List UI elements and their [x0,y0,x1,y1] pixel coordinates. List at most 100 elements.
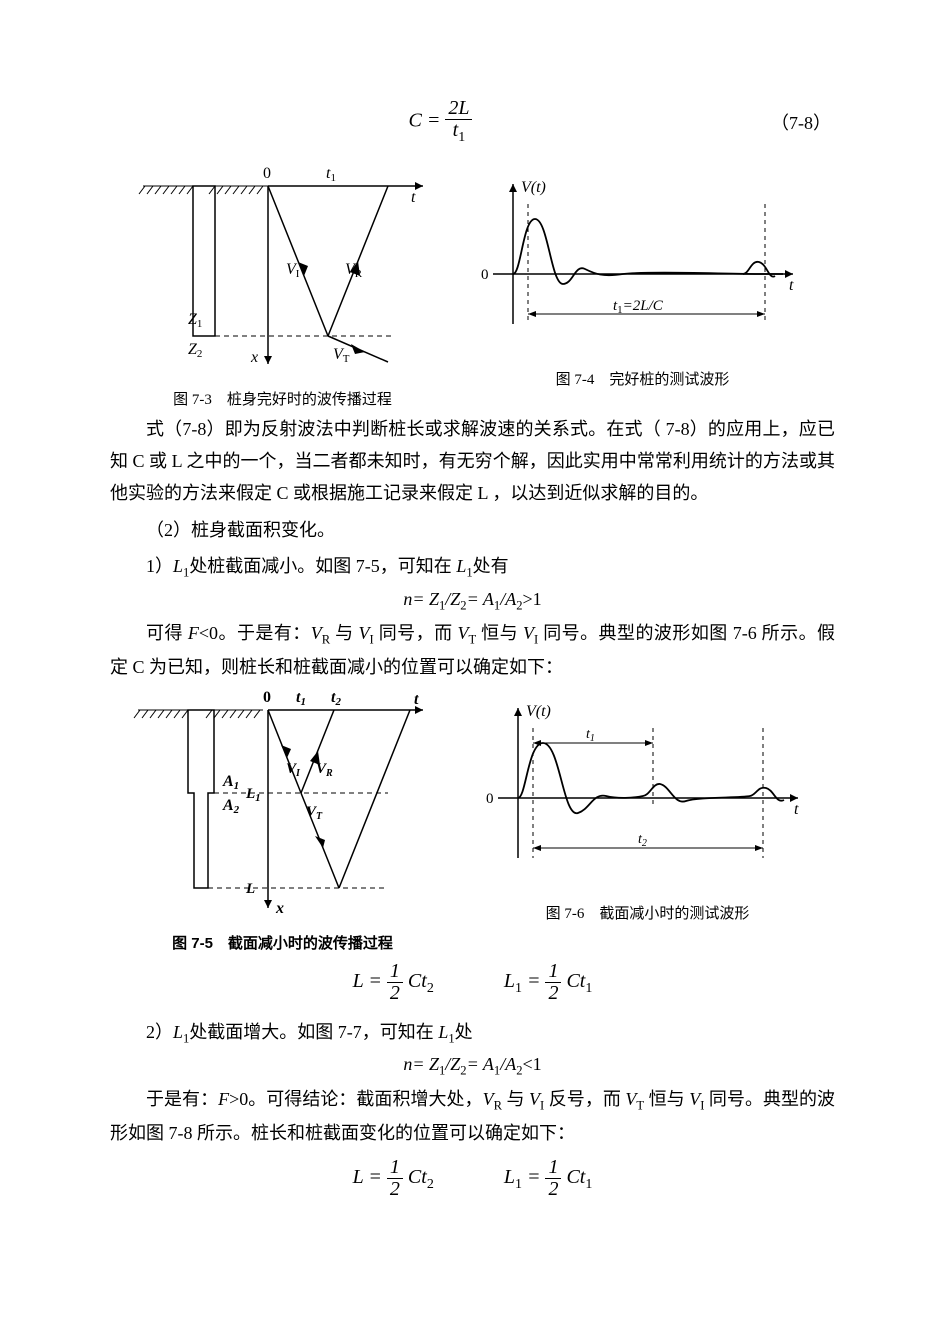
ep2-L1s: 1 [515,1177,522,1192]
figure-7-5-caption: 图 7-5 截面减小时的波传播过程 [128,932,438,953]
eq78-frac: 22LL t1 [445,98,472,146]
para-4: 可得 F<0。于是有：VR 与 VI 同号，而 VT 恒与 VI 同号。典型的波… [110,617,835,684]
para-1-text: 式（7-8）即为反射波法中判断桩长或求解波速的关系式。在式（ 7-8）的应用上，… [110,419,835,504]
centered-eq-2: n= Z1/Z2= A1/A2<1 [110,1054,835,1079]
figure-7-5: 0 t1 t2 t A1 A2 L1 L x VI VR VT 图 7-5 截面… [128,688,438,953]
ep2-eq1: = [368,1166,387,1188]
svg-text:t: t [794,801,799,818]
svg-text:t: t [414,691,419,708]
p4e: 恒与 [476,623,523,643]
equation-pair-2: L = 12 Ct2 L1 = 12 Ct1 [110,1157,835,1200]
figure-row-2: 0 t1 t2 t A1 A2 L1 L x VI VR VT 图 7-5 截面… [110,688,835,953]
c2-m3: /A [500,1054,516,1074]
p6e: 恒与 [644,1089,689,1109]
ep2-d2: 2 [545,1179,561,1200]
svg-text:V(t): V(t) [526,703,551,720]
para-6: 于是有：F>0。可得结论：截面积增大处，VR 与 VI 反号，而 VT 恒与 V… [110,1083,835,1150]
figure-7-4-svg: 0 V(t) t t1=2L/C [473,164,813,364]
p6b: >0。可得结论：截面积增大处， [229,1089,482,1109]
svg-text:t: t [789,277,794,294]
svg-text:Z1: Z1 [188,311,202,330]
para-1: 式（7-8）即为反射波法中判断桩长或求解波速的关系式。在式（ 7-8）的应用上，… [110,413,835,510]
svg-text:x: x [275,900,284,917]
p4d: 同号，而 [374,623,458,643]
svg-text:VR: VR [316,761,333,779]
figure-7-3-caption: 图 7-3 桩身完好时的波传播过程 [133,388,433,409]
p4-VT: V [458,623,469,643]
equation-7-8-number: （7-8） [771,109,835,135]
p4-F: F [188,623,199,643]
c2-pre: n= Z [403,1054,439,1074]
p5-end: 处 [455,1022,473,1042]
svg-text:VI: VI [286,261,300,280]
figure-7-6-svg: 0 V(t) t t1 t2 [478,688,818,898]
c2-m2: = A [467,1054,494,1074]
figure-7-6-caption: 图 7-6 截面减小时的测试波形 [478,902,818,923]
svg-text:0: 0 [486,791,494,807]
ep2-L: L [353,1166,364,1188]
c1-m2: = A [467,589,494,609]
svg-text:V(t): V(t) [521,179,546,196]
para3-pre: 1） [146,556,173,576]
svg-text:L: L [245,881,255,897]
svg-text:t: t [411,189,416,206]
equation-pair-1: L = 12 Ct2 L1 = 12 Ct1 [110,961,835,1004]
svg-text:t1: t1 [586,727,595,744]
ep1-n1: 1 [387,961,403,983]
svg-text:t1: t1 [296,689,306,708]
p6-VI: V [529,1089,540,1109]
ep2-n1: 1 [387,1157,403,1179]
p4-VI: V [359,623,370,643]
p5-mid: 处截面增大。如图 7-7，可知在 [189,1022,438,1042]
ep2-d1: 2 [387,1179,403,1200]
para-2-text: （2）桩身截面积变化。 [146,520,335,540]
p6-VRs: R [494,1098,502,1112]
p4b: <0。于是有： [199,623,311,643]
ep2-C2: C [566,1166,579,1188]
svg-text:L1: L1 [245,786,261,804]
svg-text:VI: VI [286,761,301,779]
svg-text:A2: A2 [222,797,240,816]
ep1-C2: C [566,970,579,992]
figure-7-4: 0 V(t) t t1=2L/C 图 7-4 完好桩的测试波形 [473,164,813,389]
p5-pre: 2） [146,1022,173,1042]
svg-text:0: 0 [263,689,271,706]
ep1-t2s: 2 [427,981,434,996]
ep1-eq1: = [368,970,387,992]
c2-tail: <1 [523,1054,542,1074]
ep1-L: L [353,970,364,992]
centered-eq-1: n= Z1/Z2= A1/A2>1 [110,589,835,614]
c1-pre: n= Z [403,589,439,609]
ep2-L1: L [504,1166,515,1188]
svg-text:VT: VT [333,346,350,365]
figure-7-4-caption: 图 7-4 完好桩的测试波形 [473,368,813,389]
figure-7-6: 0 V(t) t t1 t2 图 7-6 截面减小时的测试 [478,688,818,923]
c1-tail: >1 [523,589,542,609]
svg-text:x: x [250,349,258,366]
c2-m1: /Z [445,1054,460,1074]
svg-text:0: 0 [481,267,489,283]
figure-row-1: 0 t1 t VI VR VT Z1 Z2 x 图 7-3 桩身完好时的波传播过… [110,164,835,409]
eq78-den-sub: 1 [458,130,465,145]
page: C = 22LL t1 （7-8） [0,0,945,1337]
p5-L1b: L [438,1022,448,1042]
ep1-t1s: 1 [585,981,592,996]
ep2-n2: 1 [545,1157,561,1179]
eq78-lhs: C [409,109,422,131]
equation-7-8: C = 22LL t1 （7-8） [110,98,835,146]
ep1-L1: L [504,970,515,992]
para3-end: 处有 [473,556,509,576]
ep2-eq2: = [527,1166,546,1188]
figure-7-5-svg: 0 t1 t2 t A1 A2 L1 L x VI VR VT [128,688,438,928]
ep1-eq2: = [527,970,546,992]
c1-m1: /Z [445,589,460,609]
ep2-t1s: 1 [585,1177,592,1192]
svg-text:t2: t2 [331,689,341,708]
para-5: 2）L1处截面增大。如图 7-7，可知在 L1处 [110,1016,835,1050]
p6a: 于是有： [146,1089,218,1109]
p4-VI2: V [523,623,534,643]
svg-text:t2: t2 [638,832,647,849]
figure-7-3: 0 t1 t VI VR VT Z1 Z2 x 图 7-3 桩身完好时的波传播过… [133,164,433,409]
para3-mid: 处桩截面减小。如图 7-5，可知在 [189,556,456,576]
ep1-C1: C [408,970,421,992]
